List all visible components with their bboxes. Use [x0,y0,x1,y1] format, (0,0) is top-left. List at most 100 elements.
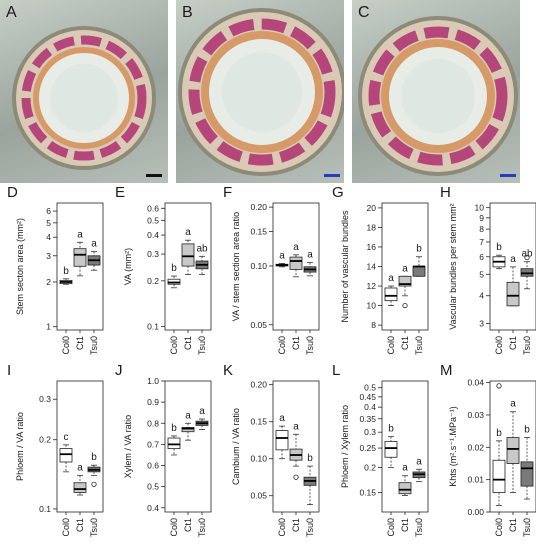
x-category-label: Col0 [61,518,71,537]
significance-letter: a [293,242,299,253]
y-tick-label: 16 [367,242,377,252]
panel-letter: E [115,184,125,201]
significance-letter: a [510,399,516,410]
x-category-label: Col0 [169,336,179,355]
y-axis-label: Phloem / Xylem ratio [340,405,350,488]
panel-f: F 0.05 0.10 0.15 0.20 VA / stem section area … [223,184,320,355]
box-Ct1 [398,482,412,495]
outlier-point [496,383,502,389]
y-tick-label: 18 [367,222,377,232]
y-tick-label: 5 [479,269,484,279]
significance-letter: b [91,452,97,463]
stem-cross-section-a [12,26,162,177]
scale-bar-c [500,174,516,177]
y-tick-label: 1.0 [147,376,159,386]
box-Ct1 [73,248,87,267]
y-tick-label: 0.9 [147,397,159,407]
box-Col0 [384,440,398,458]
y-tick-label: 2 [46,277,51,287]
significance-letter: b [496,242,502,253]
y-tick-label: 20 [367,203,377,213]
y-tick-label: 0.2 [147,276,159,286]
panel-letter: G [332,184,344,201]
x-category-label: Col0 [277,336,287,355]
y-tick-label: 0.04 [467,378,484,388]
outlier-point [402,302,408,309]
significance-letter: b [63,266,69,277]
panel-letter: L [332,362,340,379]
box-Ct1 [181,243,195,267]
y-tick-label: 0.10 [250,261,267,271]
y-tick-label: 0.4 [364,402,376,412]
x-category-label: Ct1 [508,336,518,350]
x-category-label: Col0 [386,336,396,355]
y-tick-label: 7 [479,237,484,247]
y-tick-label: 0.20 [250,380,267,390]
x-category-label: Tsu0 [197,518,207,537]
y-tick-label: 0.10 [250,454,267,464]
y-axis-label: VA (mm²) [123,248,133,285]
panel-i: I 0.1 0.2 0.3 Phloem / VA ratio c Col0 a Ct1 b Tsu… [7,362,104,537]
significance-letter: a [279,250,285,261]
significance-letter: a [77,229,83,240]
outlier-point [91,481,97,487]
significance-letter: a [307,250,313,261]
y-tick-label: 0.15 [250,417,267,427]
y-tick-label: 12 [367,281,377,291]
y-tick-label: 9 [479,213,484,223]
x-category-label: Ct1 [75,518,85,532]
panel-l: L 0.15 0.2 0.25 0.3 0.35 0.40.450.5 Phloem / Xy… [332,362,429,537]
y-tick-label: 10 [475,203,485,213]
y-tick-label: 6 [479,252,484,262]
scale-bar-b [324,174,340,177]
y-tick-label: 0.00 [467,507,484,517]
panel-letter: K [223,362,233,379]
y-tick-label: 0.8 [147,418,159,428]
x-category-label: Tsu0 [89,518,99,537]
panel-letter: D [7,184,18,201]
y-tick-label: 0.05 [250,491,267,501]
significance-letter: a [185,227,191,238]
panel-letter: F [223,184,232,201]
y-axis-label: Khts (m².s⁻¹.MPa⁻¹) [448,406,458,487]
x-category-label: Col0 [277,518,287,537]
panel-m: M 0.00 0.01 0.02 0.03 0.04 Khts (m².s⁻¹.MPa⁻¹)… [440,362,536,537]
box-Tsu0 [520,461,534,487]
significance-letter: a [402,463,408,474]
y-tick-label: 0.15 [250,227,267,237]
significance-letter: b [171,263,177,274]
significance-letter: b [307,453,313,464]
micrograph-b: B [176,0,344,183]
y-tick-label: 4 [479,291,484,301]
panel-j: J 0.4 0.5 0.6 0.7 0.8 0.9 1.0 Xylem / VA ratio b C… [115,362,212,537]
y-axis-label: Stem secton area (mm²) [15,218,25,315]
y-tick-label: 3 [46,251,51,261]
x-category-label: Col0 [494,518,504,537]
micrograph-c: C [352,0,520,183]
x-category-label: Ct1 [291,336,301,350]
y-tick-label: 0.35 [359,414,376,424]
y-tick-label: 0.20 [250,202,267,212]
y-tick-label: 8 [371,320,376,330]
x-category-label: Ct1 [291,518,301,532]
significance-letter: b [496,428,502,439]
box-Tsu0 [412,266,426,277]
box-Col0 [275,430,289,451]
panel-e: E 0.1 0.2 0.3 0.4 0.5 0.6 VA (mm²) b Col0 a Ct1 ab Ts… [115,184,212,355]
y-tick-label: 0.5 [364,383,376,393]
y-tick-label: 4 [46,232,51,242]
outlier-point [524,254,530,261]
y-axis-label: Number of vascular bundles [340,210,350,323]
x-category-label: Tsu0 [414,336,424,355]
y-tick-label: 0.25 [359,443,376,453]
stem-cross-section-b [178,8,344,177]
x-category-label: Ct1 [508,518,518,532]
significance-letter: ab [521,249,533,260]
x-category-label: Col0 [169,518,179,537]
y-tick-label: 0.5 [147,482,159,492]
significance-letter: a [199,406,205,417]
significance-letter: b [388,424,394,435]
x-category-label: Tsu0 [522,518,532,537]
y-tick-label: 0.3 [364,427,376,437]
